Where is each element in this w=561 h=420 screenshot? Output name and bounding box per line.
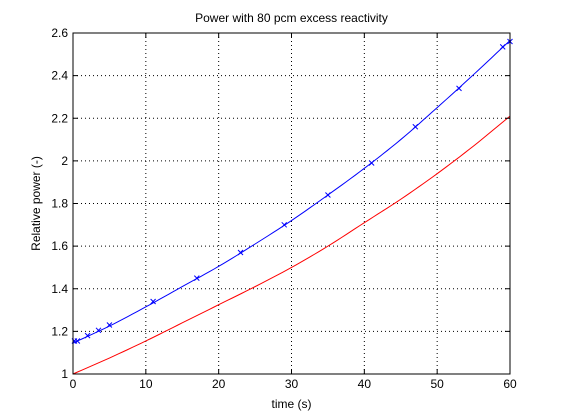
y-tick-label: 2.4	[51, 69, 68, 83]
chart-title: Power with 80 pcm excess reactivity	[195, 11, 388, 25]
y-tick-label: 1	[61, 367, 68, 381]
data-point-marker	[74, 338, 81, 344]
marker-stroke	[325, 192, 331, 198]
x-tick-label: 40	[358, 377, 372, 391]
marker-stroke	[499, 43, 506, 50]
data-point-marker	[325, 192, 331, 198]
x-tick-label: 0	[70, 377, 77, 391]
data-point-marker	[150, 298, 156, 305]
plot-area	[73, 33, 510, 374]
y-tick-label: 2.6	[51, 26, 68, 40]
marker-stroke	[412, 123, 419, 130]
grid	[73, 33, 510, 374]
x-tick-label: 10	[139, 377, 153, 391]
data-point-marker	[412, 123, 419, 130]
data-point-marker	[106, 322, 113, 328]
marker-stroke	[106, 322, 113, 328]
marker-stroke	[150, 298, 156, 305]
x-tick-label: 30	[285, 377, 299, 391]
data-point-marker	[84, 332, 91, 339]
series-line-2	[72, 115, 511, 375]
data-point-marker	[368, 160, 375, 166]
y-tick-label: 1.2	[51, 324, 68, 338]
series-layer	[71, 38, 513, 375]
y-tick-label: 1.8	[51, 197, 68, 211]
x-tick-label: 50	[430, 377, 444, 391]
data-point-marker	[95, 327, 102, 334]
x-axis-label: time (s)	[272, 397, 312, 411]
x-tick-label: 20	[212, 377, 226, 391]
data-point-marker	[193, 275, 200, 281]
marker-stroke	[368, 160, 375, 166]
x-tick-label: 60	[503, 377, 517, 391]
y-tick-label: 2	[61, 154, 68, 168]
marker-stroke	[456, 85, 462, 92]
marker-stroke	[237, 249, 244, 256]
data-point-marker	[456, 85, 462, 92]
marker-stroke	[84, 332, 91, 339]
data-point-marker	[237, 249, 244, 256]
series-line-0	[72, 40, 511, 344]
y-axis-label: Relative power (-)	[29, 156, 43, 251]
data-point-marker	[499, 43, 506, 50]
data-point-marker	[281, 221, 288, 228]
marker-stroke	[193, 275, 200, 281]
marker-stroke	[281, 221, 288, 228]
marker-stroke	[95, 327, 102, 334]
y-tick-label: 1.6	[51, 239, 68, 253]
ticks: 0 10 20 30 40 50 60 1 1.2 1.4 1.6 1.8 2 2.2 2.4 2.6	[51, 26, 517, 391]
marker-stroke	[74, 338, 81, 344]
y-tick-label: 2.2	[51, 111, 68, 125]
y-tick-label: 1.4	[51, 282, 68, 296]
